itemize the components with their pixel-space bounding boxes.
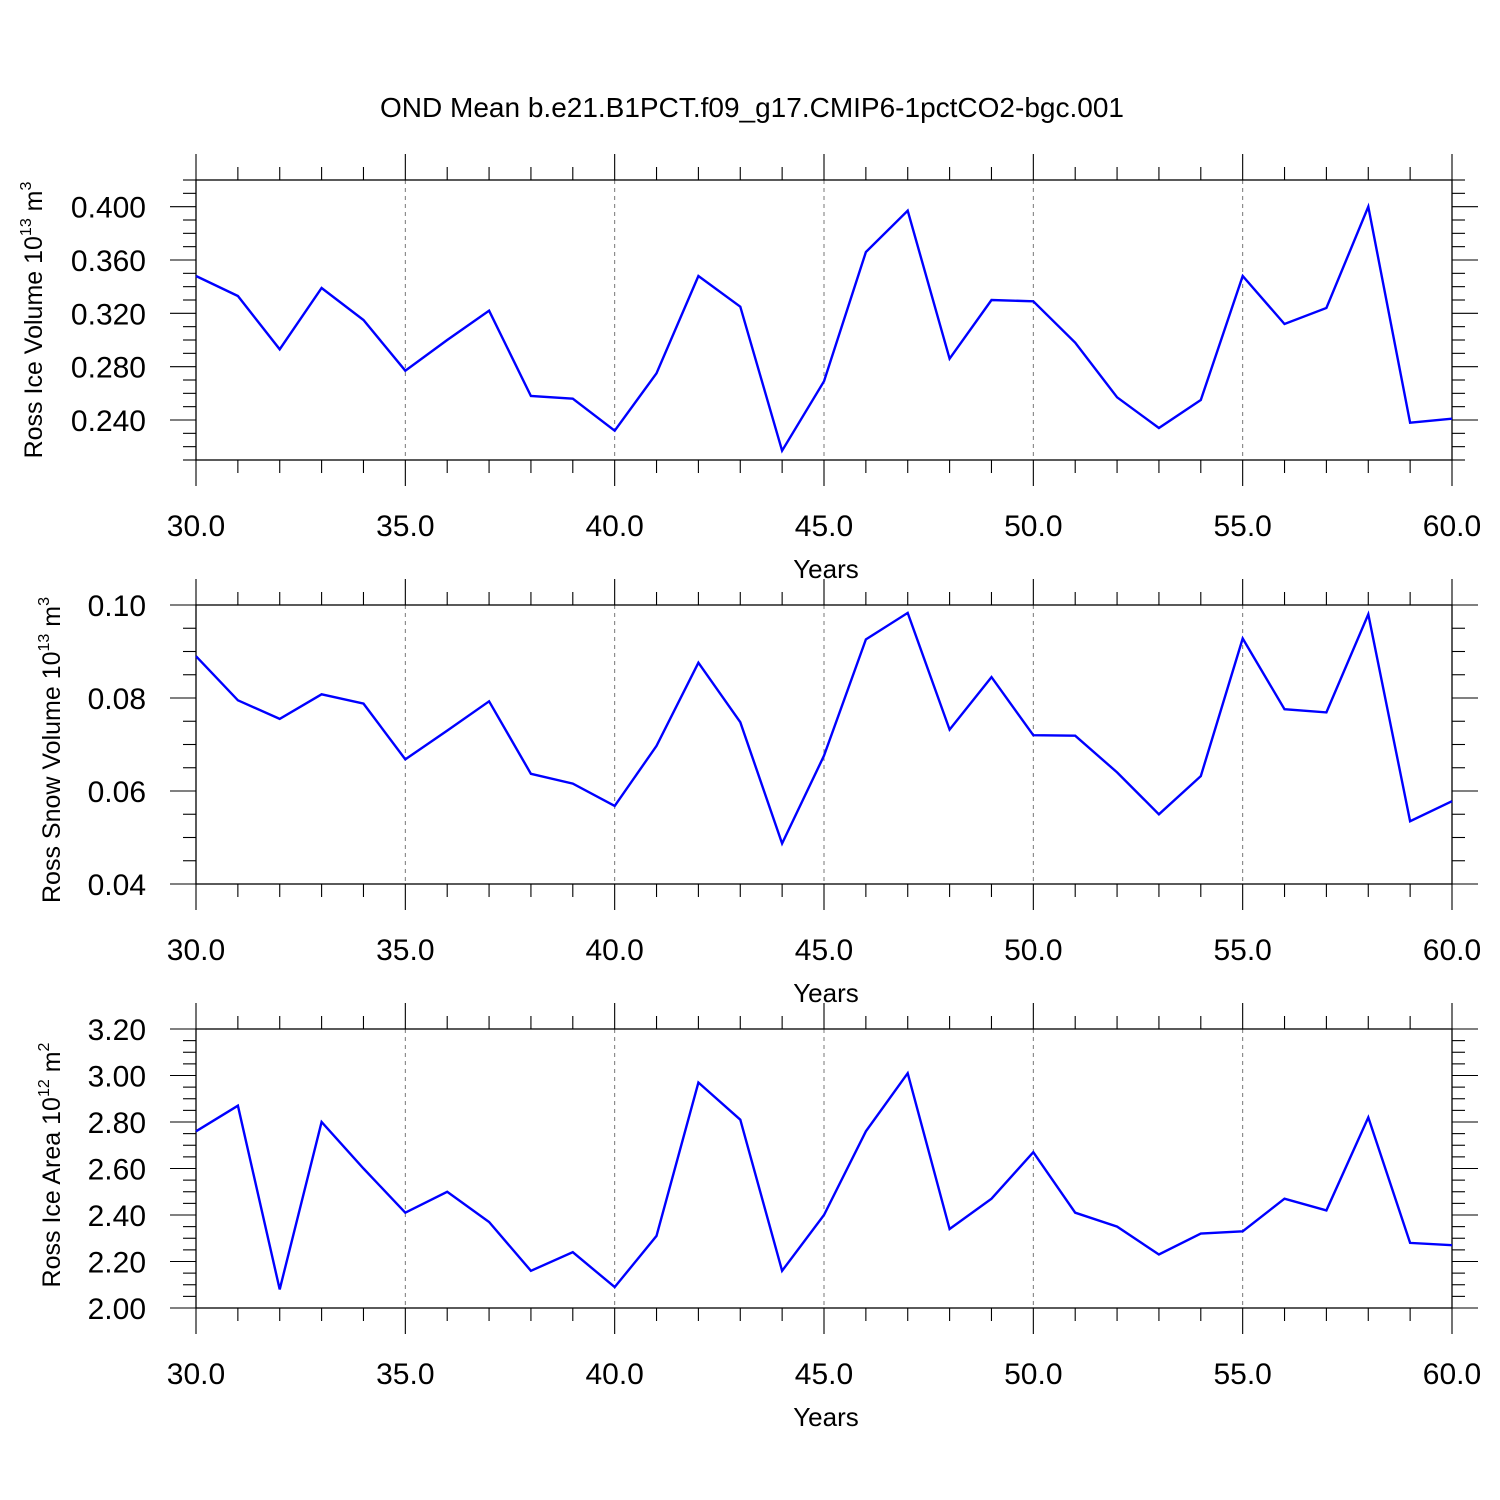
y-tick-label: 0.280 xyxy=(71,352,146,385)
series-line xyxy=(195,202,1453,454)
x-tick-label: 45.0 xyxy=(795,1358,853,1391)
panel-snow-volume: 30.0 35.0 40.0 45.0 50.0 55.0 60.0 0.04 0.06 0.08… xyxy=(36,579,1481,1008)
y-tick-label: 0.10 xyxy=(88,590,146,623)
y-axis-label-superscript: 12 xyxy=(36,1079,53,1097)
x-tick-label: 30.0 xyxy=(167,510,225,543)
y-tick-label: 0.08 xyxy=(88,683,146,716)
x-tick-label: 30.0 xyxy=(167,1358,225,1391)
x-tick-label: 50.0 xyxy=(1004,1358,1062,1391)
x-tick-label: 35.0 xyxy=(376,510,434,543)
y-axis-label: Ross Snow Volume 1013 m3 xyxy=(36,597,66,903)
y-axis-label-superscript: 2 xyxy=(36,1042,53,1051)
y-tick-label: 3.00 xyxy=(88,1061,146,1094)
x-tick-label: 40.0 xyxy=(585,1358,643,1391)
x-tick-label: 60.0 xyxy=(1423,510,1481,543)
y-tick-label: 2.40 xyxy=(88,1200,146,1233)
y-axis-label-text: Ross Ice Area 10 xyxy=(38,1097,66,1287)
x-tick-label: 40.0 xyxy=(585,934,643,967)
y-tick-label: 2.00 xyxy=(88,1293,146,1326)
panel-ice-area: 30.0 35.0 40.0 45.0 50.0 55.0 60.0 2.00 2.20 2.40… xyxy=(36,1003,1481,1432)
y-tick-label: 0.400 xyxy=(71,192,146,225)
y-tick-label: 2.60 xyxy=(88,1154,146,1187)
y-axis-label-superscript: 3 xyxy=(18,181,35,190)
y-axis-label-text: m xyxy=(20,190,48,218)
x-tick-label: 45.0 xyxy=(795,510,853,543)
y-axis-label-text: m xyxy=(38,1051,66,1079)
x-tick-label: 55.0 xyxy=(1213,510,1271,543)
x-tick-label: 35.0 xyxy=(376,1358,434,1391)
y-tick-label: 2.20 xyxy=(88,1247,146,1280)
y-tick-label: 3.20 xyxy=(88,1014,146,1047)
y-axis-label: Ross Ice Volume 1013 m3 xyxy=(18,181,48,458)
y-axis-label-superscript: 13 xyxy=(18,218,35,236)
y-tick-label: 0.320 xyxy=(71,298,146,331)
x-tick-label: 60.0 xyxy=(1423,934,1481,967)
x-tick-label: 35.0 xyxy=(376,934,434,967)
y-axis-label-text: Ross Snow Volume 10 xyxy=(38,651,66,903)
y-axis-label-text: Ross Ice Volume 10 xyxy=(20,236,48,458)
x-tick-label: 40.0 xyxy=(585,510,643,543)
x-tick-label: 60.0 xyxy=(1423,1358,1481,1391)
x-tick-label: 45.0 xyxy=(795,934,853,967)
x-axis-label: Years xyxy=(793,978,859,1008)
x-tick-label: 55.0 xyxy=(1213,934,1271,967)
series-line xyxy=(195,610,1453,847)
y-axis-label-superscript: 3 xyxy=(36,597,53,606)
x-tick-label: 50.0 xyxy=(1004,934,1062,967)
x-tick-label: 50.0 xyxy=(1004,510,1062,543)
y-axis-label-text: m xyxy=(38,606,66,634)
y-axis-label-superscript: 13 xyxy=(36,634,53,652)
y-tick-label: 0.360 xyxy=(71,245,146,278)
y-tick-label: 2.80 xyxy=(88,1107,146,1140)
x-axis-label: Years xyxy=(793,554,859,584)
y-tick-label: 0.240 xyxy=(71,405,146,438)
panel-ice-volume: 30.0 35.0 40.0 45.0 50.0 55.0 60.0 0.240 0.280 0.… xyxy=(18,154,1481,584)
y-tick-label: 0.04 xyxy=(88,869,146,902)
series-line xyxy=(195,1070,1453,1290)
x-axis-label: Years xyxy=(793,1402,859,1432)
y-axis-label: Ross Ice Area 1012 m2 xyxy=(36,1042,66,1287)
x-tick-label: 30.0 xyxy=(167,934,225,967)
chart-title: OND Mean b.e21.B1PCT.f09_g17.CMIP6-1pctC… xyxy=(380,92,1124,123)
x-tick-label: 55.0 xyxy=(1213,1358,1271,1391)
y-tick-label: 0.06 xyxy=(88,776,146,809)
